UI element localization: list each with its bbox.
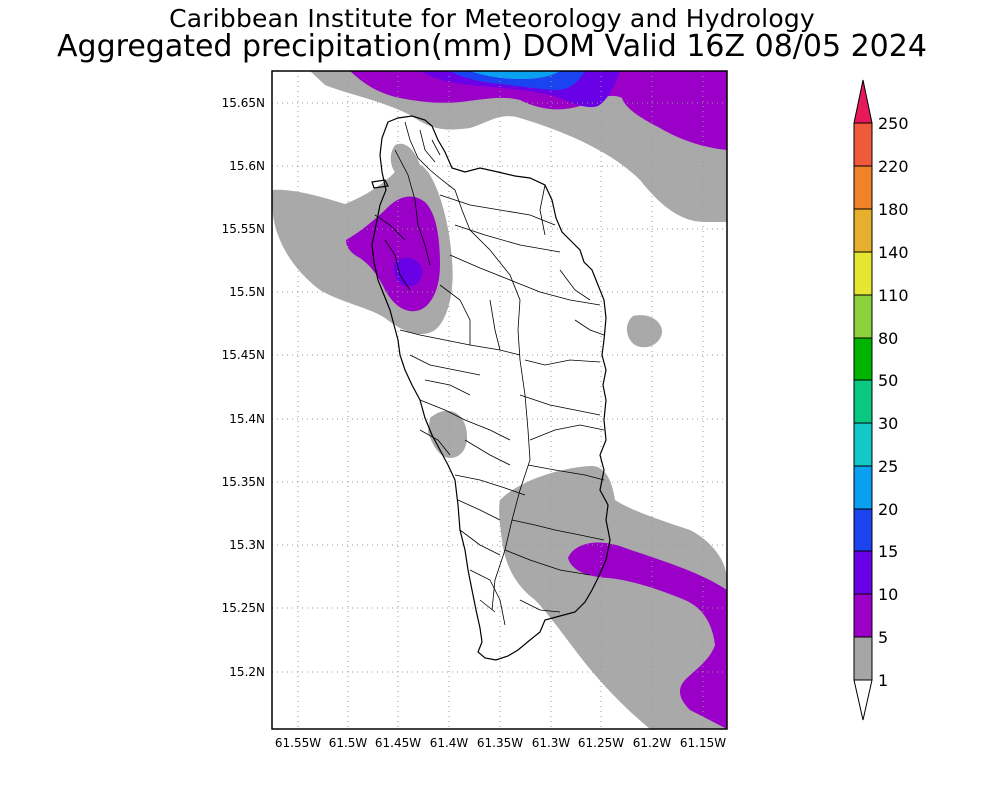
colorbar-segment [853, 122, 873, 167]
colorbar-label: 80 [878, 329, 898, 348]
colorbar-label: 180 [878, 200, 909, 219]
colorbar-segment [853, 508, 873, 552]
lat-label: 15.45N [222, 348, 265, 362]
lon-label: 61.45W [375, 736, 421, 750]
colorbar-segment [853, 422, 873, 467]
colorbar-label: 15 [878, 542, 898, 561]
colorbar-segment [853, 379, 873, 424]
map-panel [272, 71, 727, 729]
lat-label: 15.55N [222, 222, 265, 236]
colorbar-label: 25 [878, 457, 898, 476]
colorbar-label: 5 [878, 628, 888, 647]
longitude-axis: 61.55W 61.5W 61.45W 61.4W 61.35W 61.3W 6… [275, 736, 726, 750]
lon-label: 61.15W [680, 736, 726, 750]
colorbar-segment [853, 251, 873, 296]
colorbar-label: 20 [878, 500, 898, 519]
map-frame [271, 70, 728, 730]
watershed-lines [374, 121, 605, 626]
lon-label: 61.3W [532, 736, 571, 750]
colorbar-label: 220 [878, 157, 909, 176]
lat-label: 15.25N [222, 601, 265, 615]
colorbar-segment [853, 465, 873, 510]
chart-title-line1: Caribbean Institute for Meteorology and … [169, 4, 815, 33]
colorbar-label: 140 [878, 243, 909, 262]
island-outline [371, 115, 611, 661]
lon-label: 61.5W [329, 736, 368, 750]
chart-title-line2: Aggregated precipitation(mm) DOM Valid 1… [57, 29, 927, 64]
lat-label: 15.2N [229, 665, 265, 679]
colorbar-segment [853, 165, 873, 210]
lat-label: 15.35N [222, 475, 265, 489]
precip-10-20mm-areas [394, 71, 620, 287]
lat-label: 15.3N [229, 538, 265, 552]
colorbar-segment [853, 208, 873, 253]
colorbar-label: 1 [878, 671, 888, 690]
colorbar-label: 30 [878, 414, 898, 433]
colorbar-bottom-arrow [853, 679, 873, 721]
colorbar-label: 250 [878, 114, 909, 133]
colorbar-segment [853, 337, 873, 381]
colorbar-label: 10 [878, 585, 898, 604]
lon-label: 61.4W [430, 736, 469, 750]
lon-label: 61.25W [578, 736, 624, 750]
colorbar-segment [853, 550, 873, 595]
colorbar-top-arrow [853, 79, 873, 124]
lon-label: 61.35W [477, 736, 523, 750]
lat-label: 15.4N [229, 412, 265, 426]
colorbar-segment [853, 294, 873, 339]
latitude-axis: 15.65N 15.6N 15.55N 15.5N 15.45N 15.4N 1… [222, 96, 265, 679]
lon-label: 61.55W [275, 736, 321, 750]
lat-label: 15.6N [229, 159, 265, 173]
colorbar-label: 50 [878, 371, 898, 390]
colorbar-label: 110 [878, 286, 909, 305]
lat-label: 15.65N [222, 96, 265, 110]
colorbar-segment [853, 636, 873, 681]
colorbar-segment [853, 593, 873, 638]
colorbar: 250 220 180 140 110 80 50 30 25 20 15 10… [853, 79, 909, 721]
lon-label: 61.2W [633, 736, 672, 750]
lat-label: 15.5N [229, 285, 265, 299]
